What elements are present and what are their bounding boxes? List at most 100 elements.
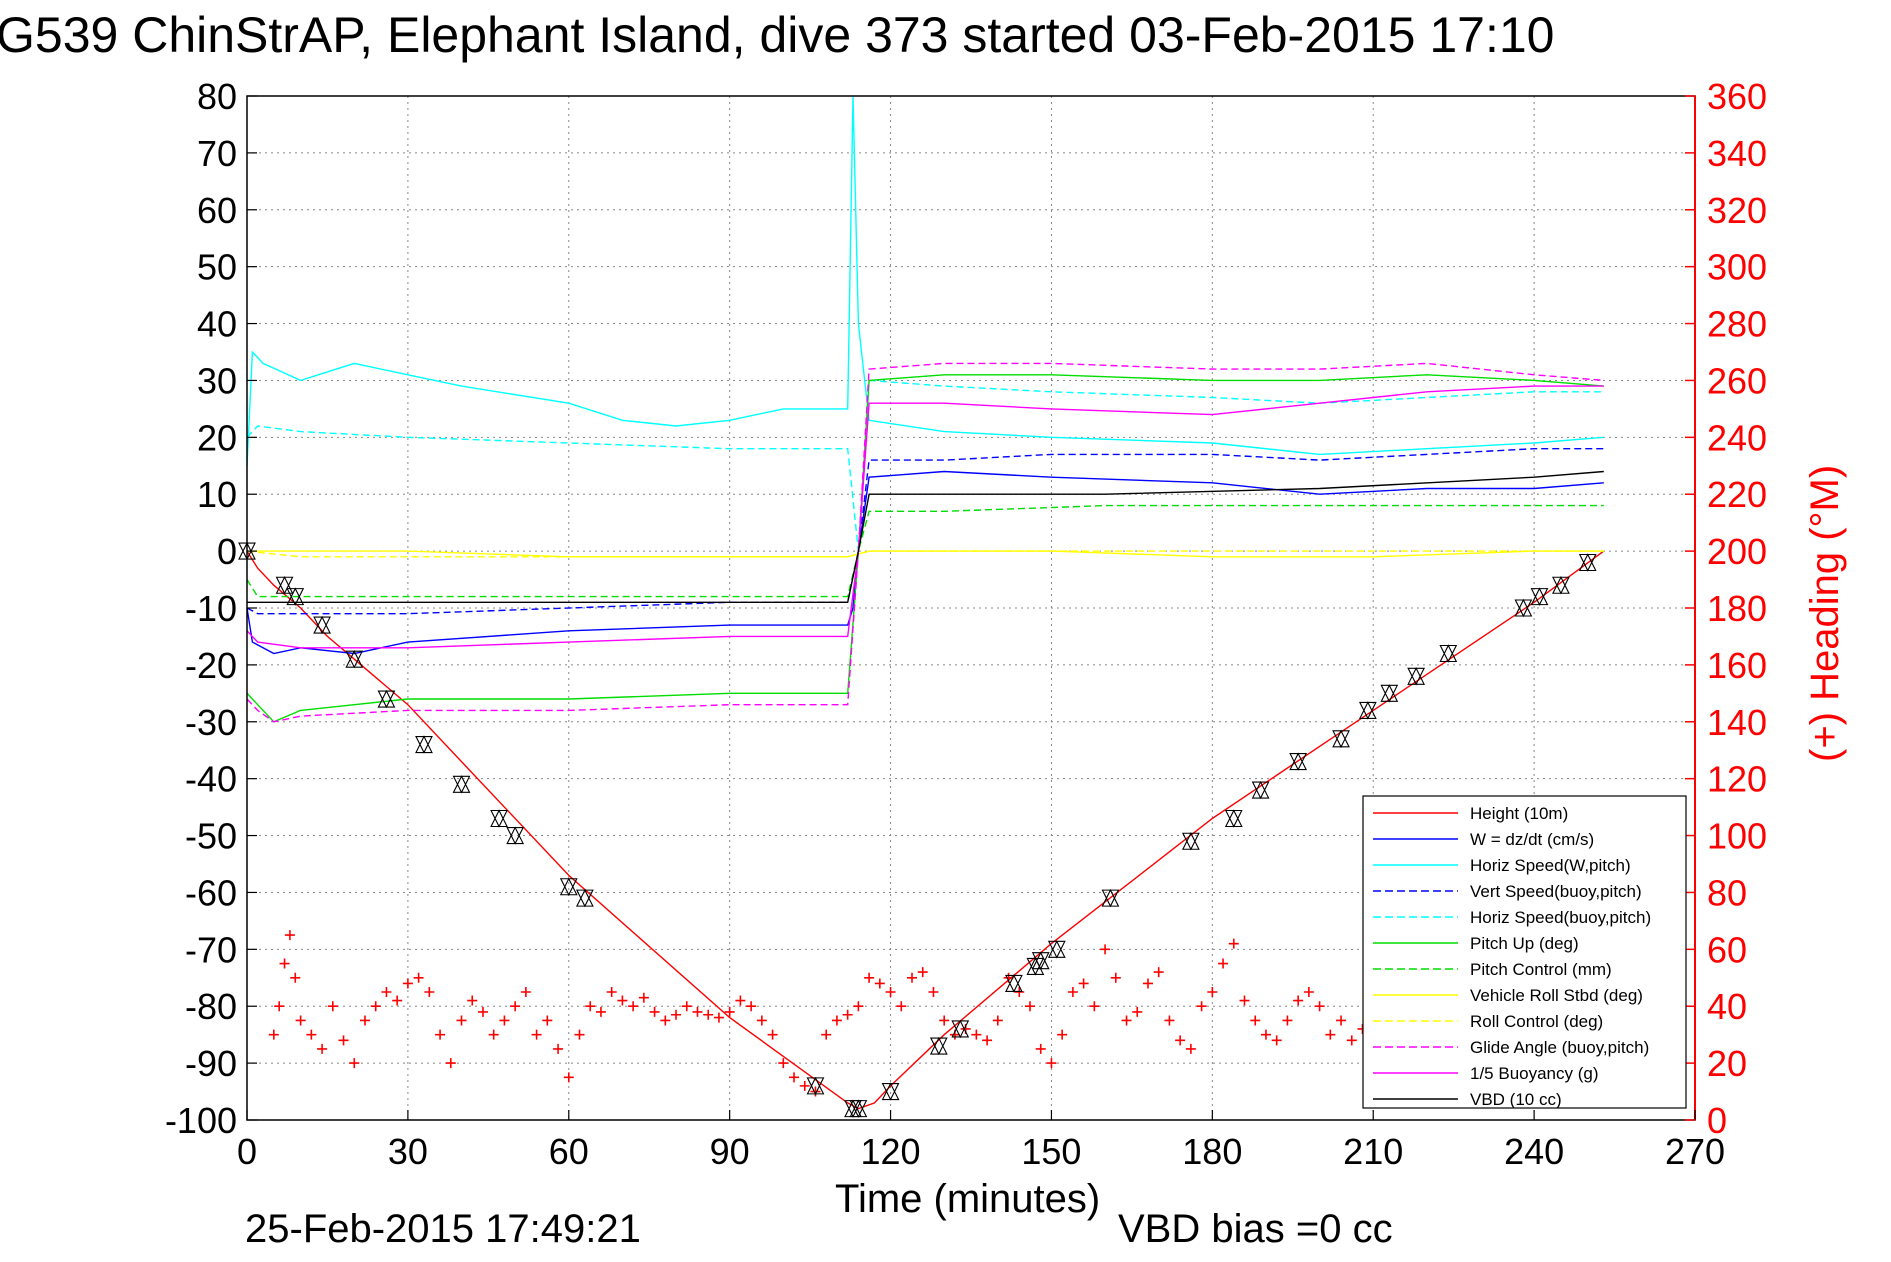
heading-point: [488, 1029, 499, 1040]
y2-tick-label: 60: [1707, 929, 1747, 970]
heading-point: [649, 1006, 660, 1017]
heading-point: [499, 1015, 510, 1026]
height-marker: [951, 1019, 970, 1039]
heading-point: [606, 987, 617, 997]
heading-point: [671, 1009, 682, 1020]
heading-point: [992, 1015, 1003, 1026]
x-tick-label: 180: [1182, 1131, 1242, 1172]
heading-point: [306, 1029, 317, 1040]
heading-point: [1325, 1029, 1336, 1040]
legend-label-horiz-speed-buoy-pitch: Horiz Speed(buoy,pitch): [1470, 908, 1651, 927]
heading-point: [831, 1015, 842, 1026]
heading-point: [1228, 938, 1239, 949]
y2-tick-label: 280: [1707, 304, 1767, 345]
heading-point: [885, 987, 896, 997]
height-marker: [881, 1082, 900, 1101]
y2-axis-label: (+) Heading (°M): [1803, 465, 1847, 762]
y2-tick-label: 360: [1707, 76, 1767, 117]
series-1-5-buoyancy-g: [246, 385, 1604, 649]
y2-tick-label: 120: [1707, 759, 1767, 800]
y-tick-label: -10: [185, 588, 237, 629]
heading-point: [982, 1035, 993, 1046]
legend-label-glide-angle-buoy-pitch: Glide Angle (buoy,pitch): [1470, 1038, 1649, 1057]
heading-point: [874, 978, 885, 989]
heading-point: [735, 995, 746, 1006]
series-layer: [246, 95, 1605, 1110]
x-axis-ticks: 0 30 60 90 120 150 180 210 240 270: [237, 1110, 1725, 1172]
y2-tick-label: 140: [1707, 702, 1767, 743]
height-marker: [1578, 553, 1597, 572]
heading-point: [338, 1035, 349, 1046]
legend-label-pitch-up-deg: Pitch Up (deg): [1470, 934, 1579, 953]
height-markers: [238, 541, 1597, 1118]
heading-point: [1260, 1029, 1271, 1040]
y-tick-label: 30: [197, 360, 237, 401]
heading-point: [563, 1072, 574, 1083]
heading-point: [284, 930, 295, 941]
y-tick-label: 80: [197, 76, 237, 117]
heading-point: [274, 1001, 285, 1012]
heading-point: [1078, 978, 1089, 989]
height-marker: [1224, 809, 1243, 828]
height-marker: [506, 826, 525, 845]
series-horiz-speed-w-pitch: [246, 95, 1604, 466]
heading-point: [1046, 1058, 1057, 1069]
heading-point: [628, 1001, 639, 1012]
y-tick-label: -80: [185, 986, 237, 1027]
heading-point: [1100, 944, 1111, 955]
heading-point: [542, 1015, 553, 1026]
height-marker: [1289, 752, 1308, 771]
height-marker: [1358, 701, 1377, 720]
heading-point: [1303, 987, 1314, 997]
heading-point: [917, 967, 928, 978]
heading-point: [746, 1001, 757, 1012]
heading-point: [435, 1029, 446, 1040]
y-tick-label: 0: [217, 531, 237, 572]
height-marker: [1101, 888, 1120, 908]
y2-tick-label: 200: [1707, 531, 1767, 572]
height-marker: [345, 649, 364, 669]
legend-label-pitch-control-mm: Pitch Control (mm): [1470, 960, 1612, 979]
heading-point: [1336, 1015, 1347, 1026]
height-marker: [1047, 940, 1066, 959]
heading-point: [290, 972, 301, 983]
heading-point: [1271, 1035, 1282, 1046]
height-marker: [1005, 974, 1023, 993]
height-marker: [575, 888, 594, 908]
y-tick-label: -70: [185, 929, 237, 970]
heading-point: [1175, 1035, 1186, 1046]
heading-point: [1142, 978, 1153, 989]
x-tick-label: 210: [1343, 1131, 1403, 1172]
heading-point: [821, 1029, 832, 1040]
heading-point: [370, 1001, 381, 1012]
heading-point: [660, 1015, 671, 1026]
y-tick-label: 10: [197, 474, 237, 515]
height-marker: [849, 1099, 868, 1118]
x-tick-label: 120: [861, 1131, 921, 1172]
heading-point: [1314, 1001, 1325, 1012]
height-marker: [415, 735, 433, 754]
heading-point: [896, 1001, 907, 1012]
series-pitch-control-mm: [246, 504, 1604, 598]
height-marker: [929, 1036, 948, 1056]
heading-point: [349, 1058, 360, 1069]
heading-point: [864, 972, 875, 983]
heading-point: [799, 1080, 810, 1091]
y2-tick-label: 220: [1707, 474, 1767, 515]
heading-point: [413, 972, 424, 983]
heading-series: [268, 930, 1368, 1097]
heading-point: [1035, 1043, 1046, 1054]
heading-point: [1110, 972, 1121, 983]
height-marker: [1407, 667, 1426, 686]
heading-point: [424, 987, 435, 997]
legend-label-vehicle-roll-stbd-deg: Vehicle Roll Stbd (deg): [1470, 986, 1643, 1005]
y2-tick-label: 320: [1707, 190, 1767, 231]
heading-point: [1239, 995, 1250, 1006]
y-tick-label: 70: [197, 133, 237, 174]
footer-vbd-bias: VBD bias =0 cc: [1118, 1207, 1393, 1251]
heading-point: [467, 995, 478, 1006]
heading-point: [928, 987, 939, 997]
heading-point: [1218, 958, 1229, 969]
heading-point: [1207, 987, 1218, 997]
heading-point: [1196, 1001, 1207, 1012]
